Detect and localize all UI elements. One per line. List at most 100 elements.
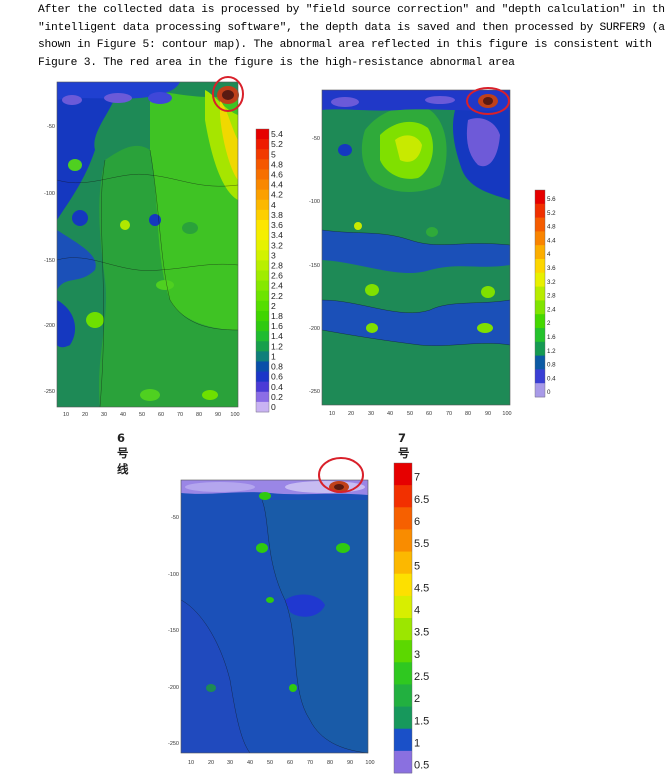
colorbar-label: 4 xyxy=(547,251,551,258)
colorbar-line-7: 5.6 5.2 4.8 4.4 4 3.6 3.2 2.8 2.4 2 1.6 1.2 0.8 0.4 0 xyxy=(534,189,556,398)
colorbar-label: 2.8 xyxy=(547,293,556,300)
x-tick: 60 xyxy=(158,412,164,418)
y-tick: -150 xyxy=(168,628,179,634)
colorbar-label: 5.5 xyxy=(414,538,429,550)
colorbar-label: 3 xyxy=(414,649,420,661)
colorbar-label: 2.4 xyxy=(271,281,283,291)
colorbar-label: 5.6 xyxy=(547,196,556,203)
colorbar-label: 2.5 xyxy=(414,671,429,683)
colorbar-label: 4 xyxy=(414,605,420,617)
contour-plot-area xyxy=(180,479,369,754)
colorbar-swatch xyxy=(256,331,269,342)
colorbar-swatch xyxy=(535,259,545,274)
colorbar-swatch xyxy=(394,706,412,730)
x-tick: 90 xyxy=(347,760,353,766)
colorbar-swatch xyxy=(394,463,412,486)
y-tick: -150 xyxy=(44,258,55,264)
colorbar-label: 4.8 xyxy=(271,159,283,169)
colorbar-label: 5.2 xyxy=(271,139,283,149)
colorbar-swatch xyxy=(394,728,412,752)
colorbar-label: 5.2 xyxy=(547,210,556,217)
colorbar-label: 3 xyxy=(271,250,276,260)
x-tick: 80 xyxy=(465,411,471,417)
x-tick: 60 xyxy=(287,760,293,766)
x-tick: 20 xyxy=(348,411,354,417)
colorbar-swatch xyxy=(394,507,412,530)
colorbar-swatch xyxy=(394,750,412,774)
colorbar-swatch xyxy=(256,391,269,403)
colorbar-label: 1.4 xyxy=(271,331,283,341)
colorbar-label: 5.4 xyxy=(271,129,283,139)
colorbar-label: 1.5 xyxy=(414,715,429,727)
colorbar-swatch xyxy=(256,149,269,160)
colorbar-label: 0.8 xyxy=(547,362,556,369)
colorbar-swatch xyxy=(256,230,269,241)
colorbar-swatch xyxy=(394,662,412,685)
colorbar-label: 3.6 xyxy=(547,265,556,272)
x-tick: 90 xyxy=(215,412,221,418)
colorbar-swatch xyxy=(256,209,269,221)
anomaly-circle xyxy=(466,87,510,115)
paragraph-line: Figure 3. The red area in the figure is … xyxy=(38,56,515,69)
colorbar-swatch xyxy=(535,217,545,232)
anomaly-circle xyxy=(318,457,364,493)
colorbar-label: 2 xyxy=(271,301,276,311)
colorbar-label: 0.8 xyxy=(271,362,283,372)
colorbar-swatch xyxy=(394,529,412,552)
colorbar-label: 6 xyxy=(414,516,420,528)
y-tick: -50 xyxy=(47,124,55,130)
colorbar-swatch xyxy=(535,369,545,384)
colorbar-label: 4 xyxy=(271,200,276,210)
colorbar-swatch xyxy=(535,190,545,205)
colorbar-label: 4.6 xyxy=(271,170,283,180)
colorbar-swatch xyxy=(256,351,269,362)
y-tick: -250 xyxy=(309,389,320,395)
colorbar-swatch xyxy=(394,551,412,575)
colorbar-label: 5 xyxy=(271,149,276,159)
colorbar-swatch xyxy=(394,485,412,508)
colorbar-swatch xyxy=(256,129,269,140)
x-tick: 20 xyxy=(82,412,88,418)
colorbar-border xyxy=(534,189,546,398)
colorbar-swatch xyxy=(256,341,269,352)
y-tick: -150 xyxy=(309,263,320,269)
colorbar-label: 2.2 xyxy=(271,291,283,301)
colorbar-swatch xyxy=(256,260,269,271)
x-tick: 30 xyxy=(368,411,374,417)
x-tick: 10 xyxy=(188,760,194,766)
colorbar-swatch xyxy=(394,618,412,641)
x-axis-ticks: 10 20 30 40 50 60 70 80 90 100 xyxy=(188,760,375,766)
colorbar-swatch xyxy=(535,231,545,246)
colorbar-swatch xyxy=(256,240,269,251)
anomaly-circle xyxy=(212,76,244,112)
colorbar-label: 1.2 xyxy=(271,341,283,351)
colorbar-swatch xyxy=(256,179,269,191)
colorbar-swatch xyxy=(256,381,269,393)
colorbar-swatch xyxy=(535,328,545,343)
contour-plot-area xyxy=(56,81,239,408)
colorbar-3: 7 6.5 6 5.5 5 4.5 4 3.5 3 2.5 2 1.5 1 0.5 xyxy=(393,462,429,774)
colorbar-line-6: 5.45.254.84.64.44.243.83.63.43.232.82.62… xyxy=(255,128,283,413)
colorbar-label: 1.6 xyxy=(547,334,556,341)
y-tick: -100 xyxy=(168,572,179,578)
colorbar-label: 0.5 xyxy=(414,760,429,772)
colorbar-swatch xyxy=(256,270,269,282)
x-tick: 20 xyxy=(208,760,214,766)
y-axis-ticks: -50 -100 -150 -200 -250 xyxy=(44,124,55,395)
x-tick: 40 xyxy=(120,412,126,418)
colorbar-swatch xyxy=(394,684,412,707)
colorbar-swatch xyxy=(256,219,269,231)
colorbar-label: 4.2 xyxy=(271,190,283,200)
x-tick: 40 xyxy=(387,411,393,417)
x-tick: 30 xyxy=(227,760,233,766)
colorbar-swatch xyxy=(535,341,545,356)
colorbar-swatch xyxy=(535,300,545,315)
body-paragraph: After the collected data is processed by… xyxy=(38,2,665,72)
colorbar-label: 0.4 xyxy=(547,375,556,382)
colorbar-swatch xyxy=(535,314,545,329)
colorbar-label: 2.8 xyxy=(271,260,283,270)
colorbar-swatch xyxy=(256,310,269,322)
colorbar-swatch xyxy=(256,300,269,312)
